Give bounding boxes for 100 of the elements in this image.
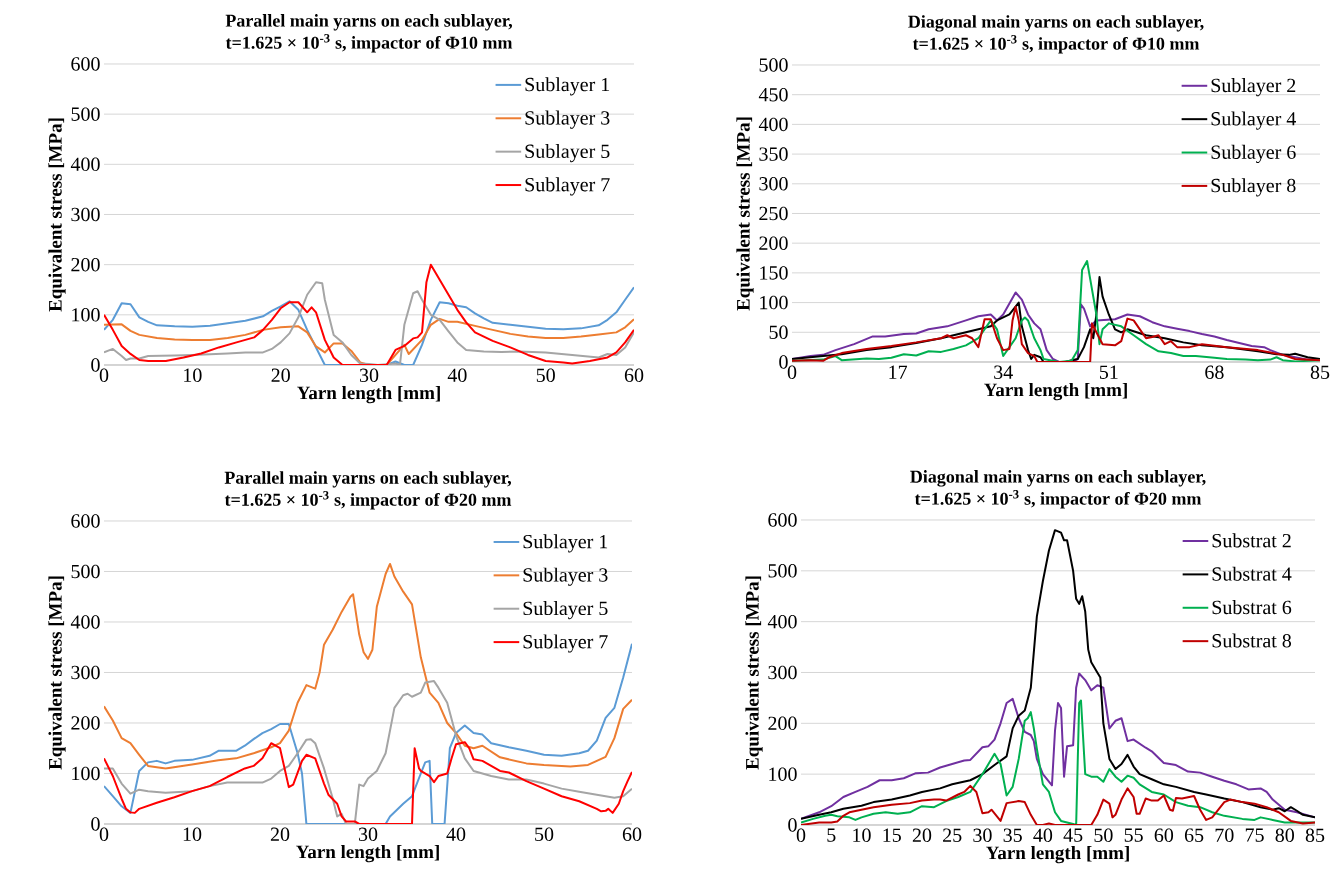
x-tick-label: 20 — [271, 368, 290, 383]
x-tick-label: 50 — [536, 368, 555, 383]
x-tick-label: 34 — [994, 365, 1013, 379]
y-tick-label: 300 — [759, 177, 788, 191]
legend-label: Sublayer 7 — [523, 634, 608, 653]
legend-label: Sublayer 3 — [525, 110, 610, 129]
line-series — [792, 305, 1320, 362]
y-tick-label: 300 — [71, 665, 100, 680]
y-tick-label: 500 — [768, 564, 797, 578]
y-tick-label: 500 — [71, 107, 100, 121]
y-tick-label: 200 — [71, 257, 100, 272]
legend-label: Substrat 8 — [1212, 633, 1292, 648]
chart-title: Parallel main yarns on each sublayer, — [225, 14, 513, 31]
y-tick-label: 0 — [779, 355, 788, 369]
legend-label: Sublayer 1 — [523, 534, 608, 553]
x-tick-label: 55 — [1124, 828, 1143, 842]
x-tick-label: 30 — [358, 827, 378, 842]
y-tick-label: 600 — [71, 514, 100, 528]
y-tick-label: 400 — [758, 117, 788, 132]
y-tick-label: 500 — [759, 58, 788, 72]
x-tick-label: 5 — [827, 828, 836, 842]
x-tick-label: 65 — [1184, 828, 1204, 842]
chart-subtitle: t=1.625 × 10$^{-3}$ s, impactor of Φ20 mm — [914, 490, 1202, 509]
chart-subtitle: t=1.625 × 10$^{-3}$ s, impactor of Φ10 mm — [912, 35, 1200, 54]
y-tick-label: 400 — [70, 615, 100, 629]
legend-label: Sublayer 7 — [525, 177, 610, 196]
x-tick-label: 10 — [183, 827, 202, 842]
y-axis-title: Equivalent stress [MPa] — [48, 118, 66, 312]
legend-label: Sublayer 1 — [525, 77, 610, 96]
x-tick-label: 20 — [270, 827, 290, 842]
y-tick-label: 400 — [767, 614, 797, 629]
line-series — [801, 529, 1316, 820]
y-tick-label: 600 — [71, 57, 100, 71]
y-tick-label: 100 — [72, 308, 100, 322]
x-tick-label: 60 — [622, 827, 642, 842]
y-tick-label: 200 — [759, 236, 788, 250]
legend-label: Substrat 6 — [1212, 600, 1292, 615]
y-tick-label: 450 — [758, 87, 788, 102]
x-tick-label: 68 — [1205, 365, 1224, 380]
chart-subtitle: t=1.625 × 10$^{-3}$ s, impactor of Φ10 mm — [225, 34, 513, 53]
x-tick-label: 85 — [1305, 828, 1325, 843]
x-tick-label: 60 — [624, 368, 644, 383]
y-tick-label: 300 — [768, 665, 797, 680]
x-tick-label: 10 — [853, 828, 871, 843]
line-series — [104, 317, 635, 365]
x-tick-label: 35 — [1003, 828, 1022, 842]
x-tick-label: 45 — [1063, 828, 1083, 842]
y-axis-title: Equivalent stress [MPa] — [745, 576, 763, 770]
x-tick-label: 75 — [1245, 828, 1264, 842]
y-tick-label: 100 — [760, 295, 788, 310]
x-tick-label: 17 — [889, 365, 908, 379]
x-tick-label: 20 — [912, 828, 932, 843]
x-tick-label: 40 — [447, 368, 467, 383]
x-tick-label: 70 — [1215, 828, 1234, 843]
y-tick-label: 150 — [760, 266, 788, 280]
y-tick-label: 250 — [759, 206, 788, 221]
y-tick-label: 0 — [788, 818, 797, 832]
x-tick-label: 30 — [973, 828, 992, 843]
line-series — [801, 784, 1316, 825]
chart-title: Diagonal main yarns on each sublayer, — [908, 15, 1204, 32]
x-tick-label: 25 — [943, 828, 962, 842]
x-tick-label: 10 — [184, 368, 202, 383]
x-tick-label: 51 — [1099, 365, 1118, 379]
x-axis-title: Yarn length [mm] — [297, 385, 440, 404]
x-tick-label: 80 — [1275, 828, 1295, 843]
x-tick-label: 50 — [535, 827, 554, 842]
legend-label: Sublayer 5 — [525, 143, 610, 163]
chart-subtitle: t=1.625 × 10$^{-3}$ s, impactor of Φ20 mm — [224, 491, 512, 510]
y-tick-label: 100 — [769, 767, 797, 781]
x-tick-label: 30 — [359, 368, 379, 383]
legend-label: Sublayer 8 — [1211, 178, 1296, 197]
y-axis-title: Equivalent stress [MPa] — [736, 117, 754, 311]
y-tick-label: 350 — [759, 147, 788, 161]
chart-title: Parallel main yarns on each sublayer, — [224, 471, 512, 488]
x-tick-label: 40 — [1033, 828, 1053, 843]
y-tick-label: 500 — [71, 564, 100, 579]
line-series — [104, 741, 632, 824]
legend-label: Sublayer 5 — [523, 601, 608, 620]
y-tick-label: 400 — [70, 157, 100, 172]
chart-title: Diagonal main yarns on each sublayer, — [910, 470, 1206, 487]
legend-label: Substrat 2 — [1212, 533, 1291, 548]
x-axis-title: Yarn length [mm] — [296, 844, 439, 863]
x-axis-title: Yarn length [mm] — [984, 382, 1127, 401]
y-axis-title: Equivalent stress [MPa] — [48, 576, 66, 770]
y-tick-label: 200 — [768, 716, 797, 731]
y-tick-label: 0 — [91, 817, 100, 831]
y-tick-label: 600 — [768, 513, 797, 527]
x-tick-label: 15 — [883, 828, 901, 842]
legend-label: Sublayer 4 — [1211, 111, 1296, 130]
legend-label: Sublayer 3 — [523, 567, 608, 586]
y-tick-label: 50 — [769, 325, 788, 340]
legend-label: Sublayer 6 — [1211, 144, 1296, 164]
y-tick-label: 300 — [71, 207, 100, 222]
x-axis-title: Yarn length [mm] — [986, 845, 1129, 864]
line-series — [104, 263, 635, 365]
legend-label: Substrat 4 — [1212, 566, 1292, 581]
y-tick-label: 100 — [72, 766, 100, 781]
x-tick-label: 50 — [1094, 828, 1113, 843]
x-tick-label: 85 — [1310, 365, 1330, 380]
x-tick-label: 60 — [1154, 828, 1174, 843]
